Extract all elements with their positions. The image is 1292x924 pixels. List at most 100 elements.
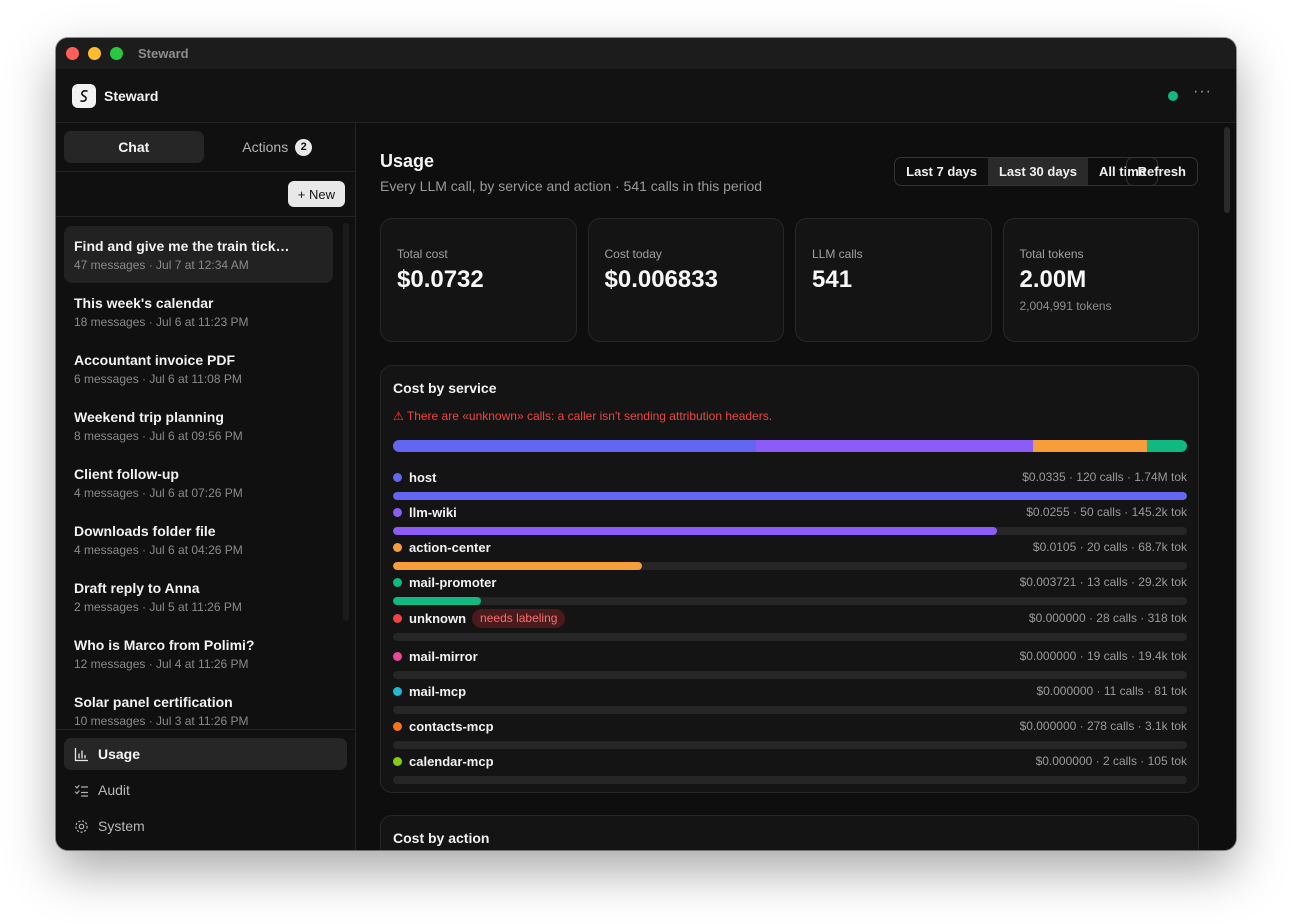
range-last-30-days[interactable]: Last 30 days <box>987 158 1089 185</box>
conversation-meta: 18 messages · Jul 6 at 11:23 PM <box>74 315 249 329</box>
conversation-item[interactable]: Weekend trip planning 8 messages · Jul 6 … <box>64 397 333 454</box>
tab-chat[interactable]: Chat <box>64 131 204 163</box>
service-color-dot <box>393 756 402 766</box>
stat-cards: Total cost $0.0732 Cost today $0.006833 … <box>380 218 1199 342</box>
checklist-icon <box>74 784 89 797</box>
service-cost-bar <box>393 597 1187 605</box>
service-cost-bar <box>393 776 1187 784</box>
stat-label: Total cost <box>397 247 448 261</box>
service-stats: $0.000000 · 2 calls · 105 tok <box>1035 754 1187 768</box>
service-row-llm-wiki: llm-wiki $0.0255 · 50 calls · 145.2k tok <box>393 503 1187 535</box>
nav-item-audit-label: Audit <box>98 782 130 798</box>
service-name: action-center <box>409 539 491 555</box>
conversation-meta: 8 messages · Jul 6 at 09:56 PM <box>74 429 243 443</box>
refresh-button[interactable]: Refresh <box>1125 157 1198 186</box>
conversation-item[interactable]: Find and give me the train tick… 47 messa… <box>64 226 333 283</box>
service-stats: $0.000000 · 278 calls · 3.1k tok <box>1019 719 1187 733</box>
conversation-title: Who is Marco from Polimi? <box>74 637 255 653</box>
service-name: mail-mcp <box>409 683 467 699</box>
service-row-action-center: action-center $0.0105 · 20 calls · 68.7k … <box>393 538 1187 570</box>
close-window-button[interactable] <box>66 47 79 60</box>
service-cost-bar-fill <box>393 492 1187 500</box>
page-scrollbar[interactable] <box>1224 127 1230 213</box>
nav-item-usage[interactable]: Usage <box>64 738 347 770</box>
conversation-item[interactable]: Solar panel certification 10 messages · J… <box>64 682 333 729</box>
conversation-item[interactable]: This week's calendar 18 messages · Jul 6 … <box>64 283 333 340</box>
conversation-item[interactable]: Client follow-up 4 messages · Jul 6 at 07… <box>64 454 333 511</box>
stat-label: Total tokens <box>1019 247 1084 261</box>
page-title: Usage <box>380 151 435 171</box>
service-name: mail-mirror <box>409 648 478 664</box>
conversation-item[interactable]: Accountant invoice PDF 6 messages · Jul 6… <box>64 340 333 397</box>
service-stats: $0.000000 · 19 calls · 19.4k tok <box>1019 649 1187 663</box>
conversation-item[interactable]: Who is Marco from Polimi? 12 messages · J… <box>64 625 333 682</box>
service-row-host: host $0.0335 · 120 calls · 1.74M tok <box>393 468 1187 500</box>
unknown-calls-warning: ⚠ There are «unknown» calls: a caller is… <box>393 409 773 423</box>
cost-by-action-title: Cost by action <box>393 830 490 846</box>
conversation-item[interactable]: Draft reply to Anna 2 messages · Jul 5 at… <box>64 568 333 625</box>
service-stats: $0.000000 · 11 calls · 81 tok <box>1036 684 1187 698</box>
service-name: unknown <box>409 610 467 626</box>
service-color-dot <box>393 721 402 731</box>
conversation-item[interactable]: Downloads folder file 4 messages · Jul 6 … <box>64 511 333 568</box>
service-stats: $0.0335 · 120 calls · 1.74M tok <box>1022 470 1187 484</box>
cost-by-service-card: Cost by service ⚠ There are «unknown» ca… <box>380 365 1199 793</box>
steward-logo-icon <box>72 84 96 108</box>
stacked-segment-action-center <box>1032 440 1147 452</box>
service-row-unknown: unknown needs labeling $0.000000 · 28 call… <box>393 608 1187 641</box>
nav-item-system[interactable]: System <box>64 810 347 842</box>
app-name: Steward <box>104 88 159 104</box>
conversation-meta: 4 messages · Jul 6 at 04:26 PM <box>74 543 243 557</box>
range-last-7-days[interactable]: Last 7 days <box>906 164 977 179</box>
app-header: Steward ··· <box>56 70 1236 123</box>
service-name: host <box>409 469 437 485</box>
minimize-window-button[interactable] <box>88 47 101 60</box>
range-all-time[interactable]: All time <box>1099 164 1146 179</box>
nav-item-usage-label: Usage <box>98 746 141 762</box>
conversation-title: Weekend trip planning <box>74 409 224 425</box>
conversation-title: Solar panel certification <box>74 694 233 710</box>
conversation-title: Client follow-up <box>74 466 179 482</box>
tab-chat-label: Chat <box>118 139 150 155</box>
service-cost-bar <box>393 671 1187 679</box>
tab-actions[interactable]: Actions 2 <box>208 131 348 163</box>
service-stats: $0.0105 · 20 calls · 68.7k tok <box>1032 540 1187 554</box>
connection-status-dot <box>1168 91 1178 101</box>
usage-page: Usage Every LLM call, by service and act… <box>356 123 1236 850</box>
stat-value: $0.0732 <box>397 266 484 293</box>
service-cost-bar <box>393 633 1187 641</box>
sidebar-tabs: Chat Actions 2 <box>56 123 355 172</box>
conversation-meta: 12 messages · Jul 4 at 11:26 PM <box>74 657 249 671</box>
service-color-dot <box>393 577 402 587</box>
service-color-dot <box>393 686 402 696</box>
sidebar: Chat Actions 2 + New Find and give me the… <box>56 123 356 850</box>
conversation-scrollbar[interactable] <box>343 223 349 621</box>
nav-item-audit[interactable]: Audit <box>64 774 347 806</box>
service-row-calendar-mcp: calendar-mcp $0.000000 · 2 calls · 105 to… <box>393 752 1187 784</box>
service-stats: $0.0255 · 50 calls · 145.2k tok <box>1026 505 1187 519</box>
service-name: contacts-mcp <box>409 718 494 734</box>
app-window: Steward Steward ··· Chat Actions 2 + New … <box>56 38 1236 850</box>
stacked-segment-mail-promoter <box>1146 440 1187 452</box>
conversation-meta: 2 messages · Jul 5 at 11:26 PM <box>74 600 242 614</box>
stat-card-llm-calls: LLM calls 541 <box>795 218 992 342</box>
page-subtitle: Every LLM call, by service and action · … <box>380 178 763 194</box>
service-stats: $0.000000 · 28 calls · 318 tok <box>1028 611 1187 625</box>
title-bar: Steward <box>56 38 1236 70</box>
new-chat-button[interactable]: + New <box>287 181 345 207</box>
cost-by-service-title: Cost by service <box>393 380 497 396</box>
conversation-title: Accountant invoice PDF <box>74 352 236 368</box>
stat-value: 541 <box>812 266 853 293</box>
stacked-segment-llm-wiki <box>756 440 1033 452</box>
service-color-dot <box>393 613 402 623</box>
stat-value: 2.00M <box>1019 266 1087 293</box>
actions-count-badge: 2 <box>295 138 313 156</box>
sidebar-nav: Usage Audit System <box>56 729 355 850</box>
more-options-icon[interactable]: ··· <box>1193 83 1212 100</box>
tab-actions-label: Actions <box>242 139 289 155</box>
service-row-mail-mirror: mail-mirror $0.000000 · 19 calls · 19.4k … <box>393 647 1187 679</box>
service-name: calendar-mcp <box>409 753 494 769</box>
zoom-window-button[interactable] <box>110 47 123 60</box>
service-row-mail-mcp: mail-mcp $0.000000 · 11 calls · 81 tok <box>393 682 1187 714</box>
service-cost-bar-fill <box>393 562 642 570</box>
